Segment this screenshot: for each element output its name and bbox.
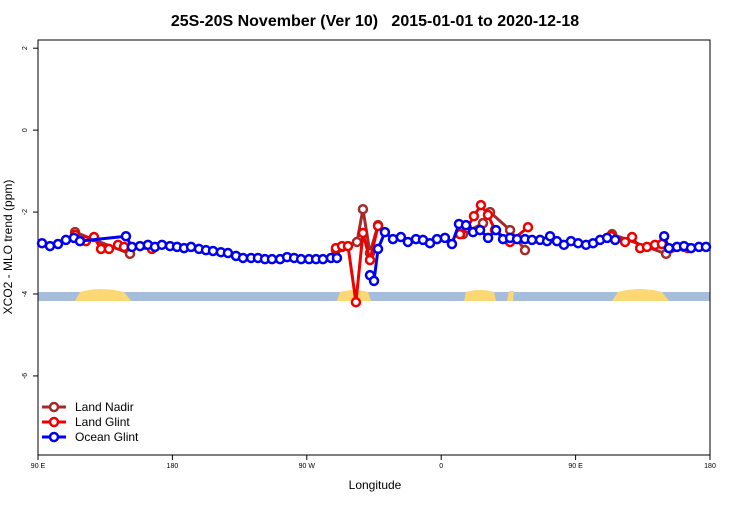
data-point xyxy=(350,296,362,308)
land xyxy=(612,289,669,301)
data-point xyxy=(317,253,329,265)
data-point xyxy=(474,224,486,236)
data-point xyxy=(439,232,451,244)
y-axis-label: XCO2 - MLO trend (ppm) xyxy=(1,180,15,315)
data-point xyxy=(266,253,278,265)
legend-swatch-point xyxy=(48,401,60,413)
data-point xyxy=(446,238,458,250)
x-tick-label: 90 E xyxy=(31,463,46,470)
data-point xyxy=(663,242,675,254)
series-line xyxy=(74,207,685,256)
data-point xyxy=(126,241,138,253)
data-point xyxy=(522,221,534,233)
data-point xyxy=(685,242,697,254)
x-tick-label: 180 xyxy=(704,463,716,470)
data-point xyxy=(120,230,132,242)
data-point xyxy=(700,241,712,253)
data-point xyxy=(237,252,249,264)
data-point xyxy=(544,230,556,242)
data-point xyxy=(134,240,146,252)
data-point xyxy=(519,244,531,256)
land xyxy=(464,290,496,301)
data-point xyxy=(395,231,407,243)
land xyxy=(75,289,131,301)
data-point xyxy=(44,240,56,252)
legend-swatch-point xyxy=(48,431,60,443)
data-point xyxy=(351,236,363,248)
data-point xyxy=(222,247,234,259)
y-tick-label: -4 xyxy=(22,291,29,297)
data-point xyxy=(207,245,219,257)
data-point xyxy=(60,234,72,246)
data-point xyxy=(475,199,487,211)
data-point xyxy=(619,236,631,248)
data-point xyxy=(103,243,115,255)
data-point xyxy=(156,239,168,251)
data-point xyxy=(368,275,380,287)
legend-label: Land Nadir xyxy=(75,400,134,414)
data-point xyxy=(357,227,369,239)
data-point xyxy=(641,241,653,253)
data-point xyxy=(379,226,391,238)
x-tick-label: 180 xyxy=(167,463,179,470)
data-point xyxy=(490,224,502,236)
land xyxy=(507,291,514,301)
data-point xyxy=(74,235,86,247)
data-point xyxy=(468,210,480,222)
data-point xyxy=(52,238,64,250)
data-point xyxy=(357,203,369,215)
x-tick-label: 90 E xyxy=(568,463,583,470)
y-tick-label: 0 xyxy=(22,128,29,132)
data-point xyxy=(482,232,494,244)
y-tick-label: -2 xyxy=(22,209,29,215)
data-point xyxy=(402,236,414,248)
data-point xyxy=(342,240,354,252)
x-tick-label: 90 W xyxy=(299,463,316,470)
data-point xyxy=(526,234,538,246)
data-point xyxy=(364,254,376,266)
y-tick-label: -6 xyxy=(22,373,29,379)
data-point xyxy=(609,234,621,246)
data-point xyxy=(372,243,384,255)
chart-title: 25S-20S November (Ver 10) 2015-01-01 to … xyxy=(171,13,579,30)
data-point xyxy=(482,209,494,221)
data-point xyxy=(626,231,638,243)
legend-swatch-point xyxy=(48,416,60,428)
y-tick-label: 2 xyxy=(22,46,29,50)
data-point xyxy=(658,230,670,242)
x-tick-label: 0 xyxy=(439,463,443,470)
data-point xyxy=(331,252,343,264)
data-point xyxy=(431,233,443,245)
data-point xyxy=(601,232,613,244)
x-axis-label: Longitude xyxy=(349,478,402,492)
data-point xyxy=(460,219,472,231)
legend-label: Land Glint xyxy=(75,415,130,429)
legend-label: Ocean Glint xyxy=(75,430,139,444)
data-point xyxy=(372,220,384,232)
ocean-band xyxy=(38,292,710,301)
